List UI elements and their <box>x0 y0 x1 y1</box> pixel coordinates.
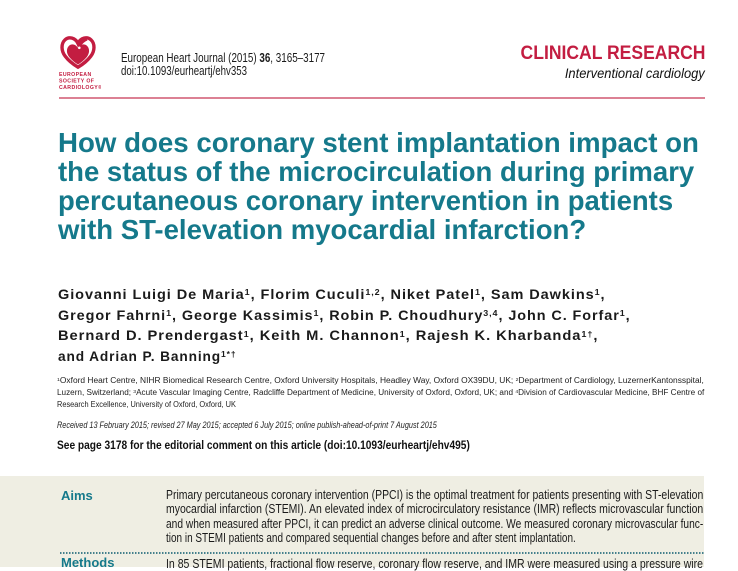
svg-text:CARDIOLOGY®: CARDIOLOGY® <box>59 83 101 90</box>
svg-text:SOCIETY OF: SOCIETY OF <box>59 78 94 84</box>
svg-text:EUROPEAN: EUROPEAN <box>59 71 92 77</box>
